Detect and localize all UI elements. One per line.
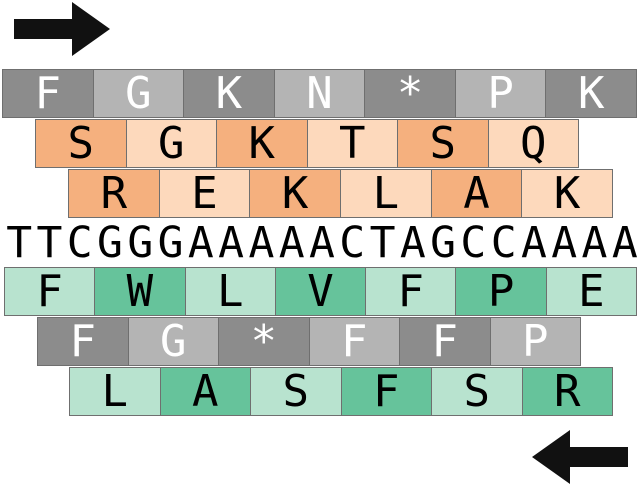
amino-acid-cell: S xyxy=(35,119,127,168)
amino-acid-cell: P xyxy=(489,317,581,366)
nucleotide: T xyxy=(36,218,63,268)
amino-acid-cell: S xyxy=(250,367,342,416)
amino-acid-cell: F xyxy=(399,317,491,366)
amino-acid-cell: T xyxy=(306,119,398,168)
nucleotide: A xyxy=(551,218,578,268)
amino-acid-cell: L xyxy=(184,267,276,316)
amino-acid-cell: L xyxy=(340,169,432,218)
amino-acid-cell: K xyxy=(183,69,275,118)
amino-acid-cell: G xyxy=(127,317,219,366)
amino-acid-cell: E xyxy=(158,169,251,218)
nucleotide: T xyxy=(369,218,396,268)
nucleotide: G xyxy=(127,218,154,268)
amino-acid-cell: F xyxy=(365,267,457,316)
amino-acid-cell: N xyxy=(273,69,366,118)
amino-acid-cell: R xyxy=(68,169,160,218)
amino-acid-cell: * xyxy=(218,317,310,366)
amino-acid-cell: S xyxy=(397,119,489,168)
nucleotide: A xyxy=(218,218,245,268)
amino-acid-cell: V xyxy=(274,267,367,316)
nucleotide: A xyxy=(611,218,638,268)
forward-frame-1: F G K N * P K xyxy=(2,69,637,118)
amino-acid-cell: P xyxy=(455,267,547,316)
nucleotide: A xyxy=(278,218,305,268)
amino-acid-cell: K xyxy=(545,69,637,118)
amino-acid-cell: G xyxy=(125,119,217,168)
reverse-frame-2: F G * F F P xyxy=(37,317,581,366)
amino-acid-cell: F xyxy=(340,367,432,416)
amino-acid-cell: F xyxy=(308,317,400,366)
amino-acid-cell: F xyxy=(2,69,94,118)
nucleotide: C xyxy=(490,218,517,268)
nucleotide: G xyxy=(157,218,184,268)
nucleotide: C xyxy=(66,218,93,268)
forward-arrow-icon xyxy=(14,2,110,56)
amino-acid-cell: S xyxy=(431,367,523,416)
amino-acid-cell: P xyxy=(454,69,547,118)
amino-acid-cell: K xyxy=(249,169,341,218)
nucleotide: A xyxy=(399,218,426,268)
nucleotide: A xyxy=(248,218,275,268)
nucleotide: A xyxy=(187,218,214,268)
amino-acid-cell: F xyxy=(37,317,129,366)
nucleotide: G xyxy=(97,218,123,268)
amino-acid-cell: K xyxy=(216,119,308,168)
nucleotide: A xyxy=(309,218,335,268)
nucleotide: A xyxy=(581,218,608,268)
amino-acid-cell: G xyxy=(92,69,185,118)
nucleotide: C xyxy=(460,218,487,268)
amino-acid-cell: A xyxy=(159,367,251,416)
nucleotide: G xyxy=(430,218,457,268)
amino-acid-cell: W xyxy=(94,267,186,316)
amino-acid-cell: L xyxy=(69,367,161,416)
amino-acid-cell: * xyxy=(364,69,456,118)
amino-acid-cell: R xyxy=(521,367,613,416)
nucleotide: A xyxy=(520,218,547,268)
reverse-arrow-icon xyxy=(532,430,628,484)
amino-acid-cell: Q xyxy=(487,119,579,168)
amino-acid-cell: F xyxy=(4,267,96,316)
nucleotide: T xyxy=(6,218,33,268)
amino-acid-cell: E xyxy=(545,267,637,316)
amino-acid-cell: A xyxy=(430,169,523,218)
nucleotide: C xyxy=(339,218,366,268)
amino-acid-cell: K xyxy=(521,169,613,218)
